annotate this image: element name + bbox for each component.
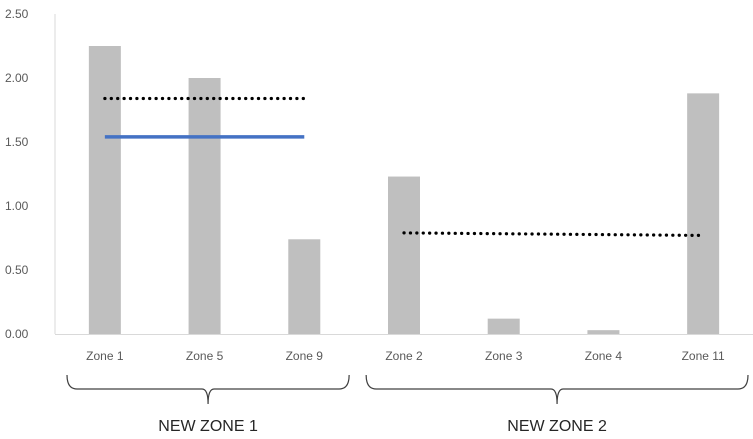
bar-zone-5 (188, 78, 221, 334)
x-tick-label: Zone 9 (286, 349, 324, 363)
x-tick-label: Zone 3 (485, 349, 523, 363)
bar-zone-2 (388, 176, 420, 334)
y-tick-label: 0.00 (5, 327, 29, 341)
axis-lines (54, 14, 753, 335)
y-tick-label: 1.00 (5, 199, 29, 213)
y-tick-label: 2.50 (5, 7, 29, 21)
x-tick-label: Zone 2 (385, 349, 423, 363)
reference-lines (103, 96, 705, 238)
bar-zone-11 (687, 93, 720, 334)
y-axis-tick-labels: 0.00 0.50 1.00 1.50 2.00 2.50 (5, 7, 29, 341)
x-axis-tick-labels: Zone 1 Zone 5 Zone 9 Zone 2 Zone 3 Zone 4 Zone… (86, 349, 725, 363)
dotted-reference-line (402, 231, 705, 238)
group-bracket (365, 374, 749, 405)
x-tick-label: Zone 4 (585, 349, 623, 363)
x-tick-label: Zone 1 (86, 349, 124, 363)
y-tick-label: 0.50 (5, 263, 29, 277)
y-tick-label: 2.00 (5, 71, 29, 85)
x-tick-label: Zone 11 (682, 349, 725, 363)
bar-zone-3 (487, 318, 520, 334)
bar-series (88, 46, 720, 334)
x-tick-label: Zone 5 (186, 349, 224, 363)
y-tick-label: 1.50 (5, 135, 29, 149)
group-brackets: NEW ZONE 1 NEW ZONE 2 (66, 374, 749, 435)
group-bracket (66, 374, 350, 405)
bar-zone-1 (88, 46, 121, 334)
bar-zone-4 (587, 330, 620, 334)
group-label: NEW ZONE 1 (158, 418, 258, 435)
bar-zone-9 (288, 239, 321, 334)
group-label: NEW ZONE 2 (507, 418, 607, 435)
